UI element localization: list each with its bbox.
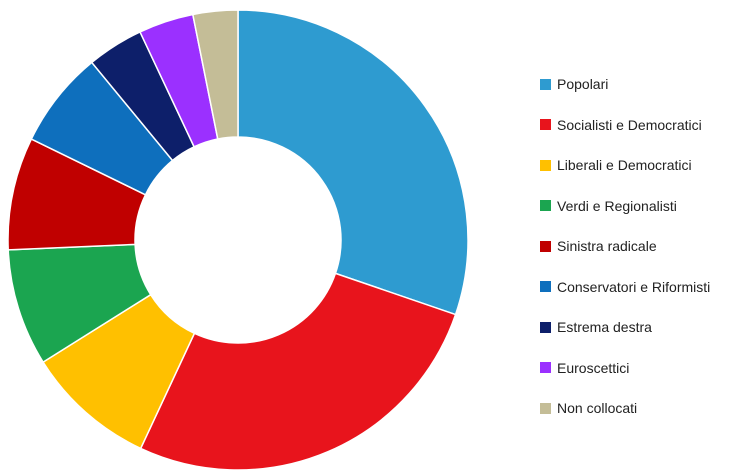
- legend-swatch: [540, 240, 551, 252]
- legend-item-1: Socialisti e Democratici: [540, 105, 710, 146]
- legend-item-5: Conservatori e Riformisti: [540, 267, 710, 308]
- legend-item-4: Sinistra radicale: [540, 226, 710, 267]
- legend-swatch: [540, 402, 551, 414]
- legend-item-2: Liberali e Democratici: [540, 145, 710, 186]
- legend-swatch: [540, 362, 551, 374]
- legend-item-3: Verdi e Regionalisti: [540, 186, 710, 227]
- legend-label: Euroscettici: [557, 359, 630, 376]
- donut-chart: [7, 9, 469, 470]
- legend-swatch: [540, 159, 551, 171]
- legend-swatch: [540, 119, 551, 131]
- legend-label: Conservatori e Riformisti: [557, 278, 711, 295]
- legend-label: Estrema destra: [557, 319, 652, 336]
- legend: Popolari Socialisti e Democratici Liberali…: [540, 64, 710, 429]
- slice-1: [139, 272, 457, 470]
- slice-8: [191, 9, 239, 140]
- legend-label: Verdi e Regionalisti: [557, 197, 677, 214]
- legend-label: Liberali e Democratici: [557, 157, 692, 174]
- legend-swatch: [540, 321, 551, 333]
- legend-label: Non collocati: [557, 400, 638, 417]
- legend-label: Socialisti e Democratici: [557, 116, 702, 133]
- legend-label: Sinistra radicale: [557, 238, 657, 255]
- legend-item-8: Non collocati: [540, 388, 710, 429]
- legend-label: Popolari: [557, 76, 609, 93]
- legend-item-7: Euroscettici: [540, 348, 710, 389]
- legend-item-0: Popolari: [540, 64, 710, 105]
- legend-swatch: [540, 78, 551, 90]
- slice-0: [237, 9, 469, 316]
- legend-swatch: [540, 200, 551, 212]
- legend-swatch: [540, 281, 551, 293]
- legend-item-6: Estrema destra: [540, 307, 710, 348]
